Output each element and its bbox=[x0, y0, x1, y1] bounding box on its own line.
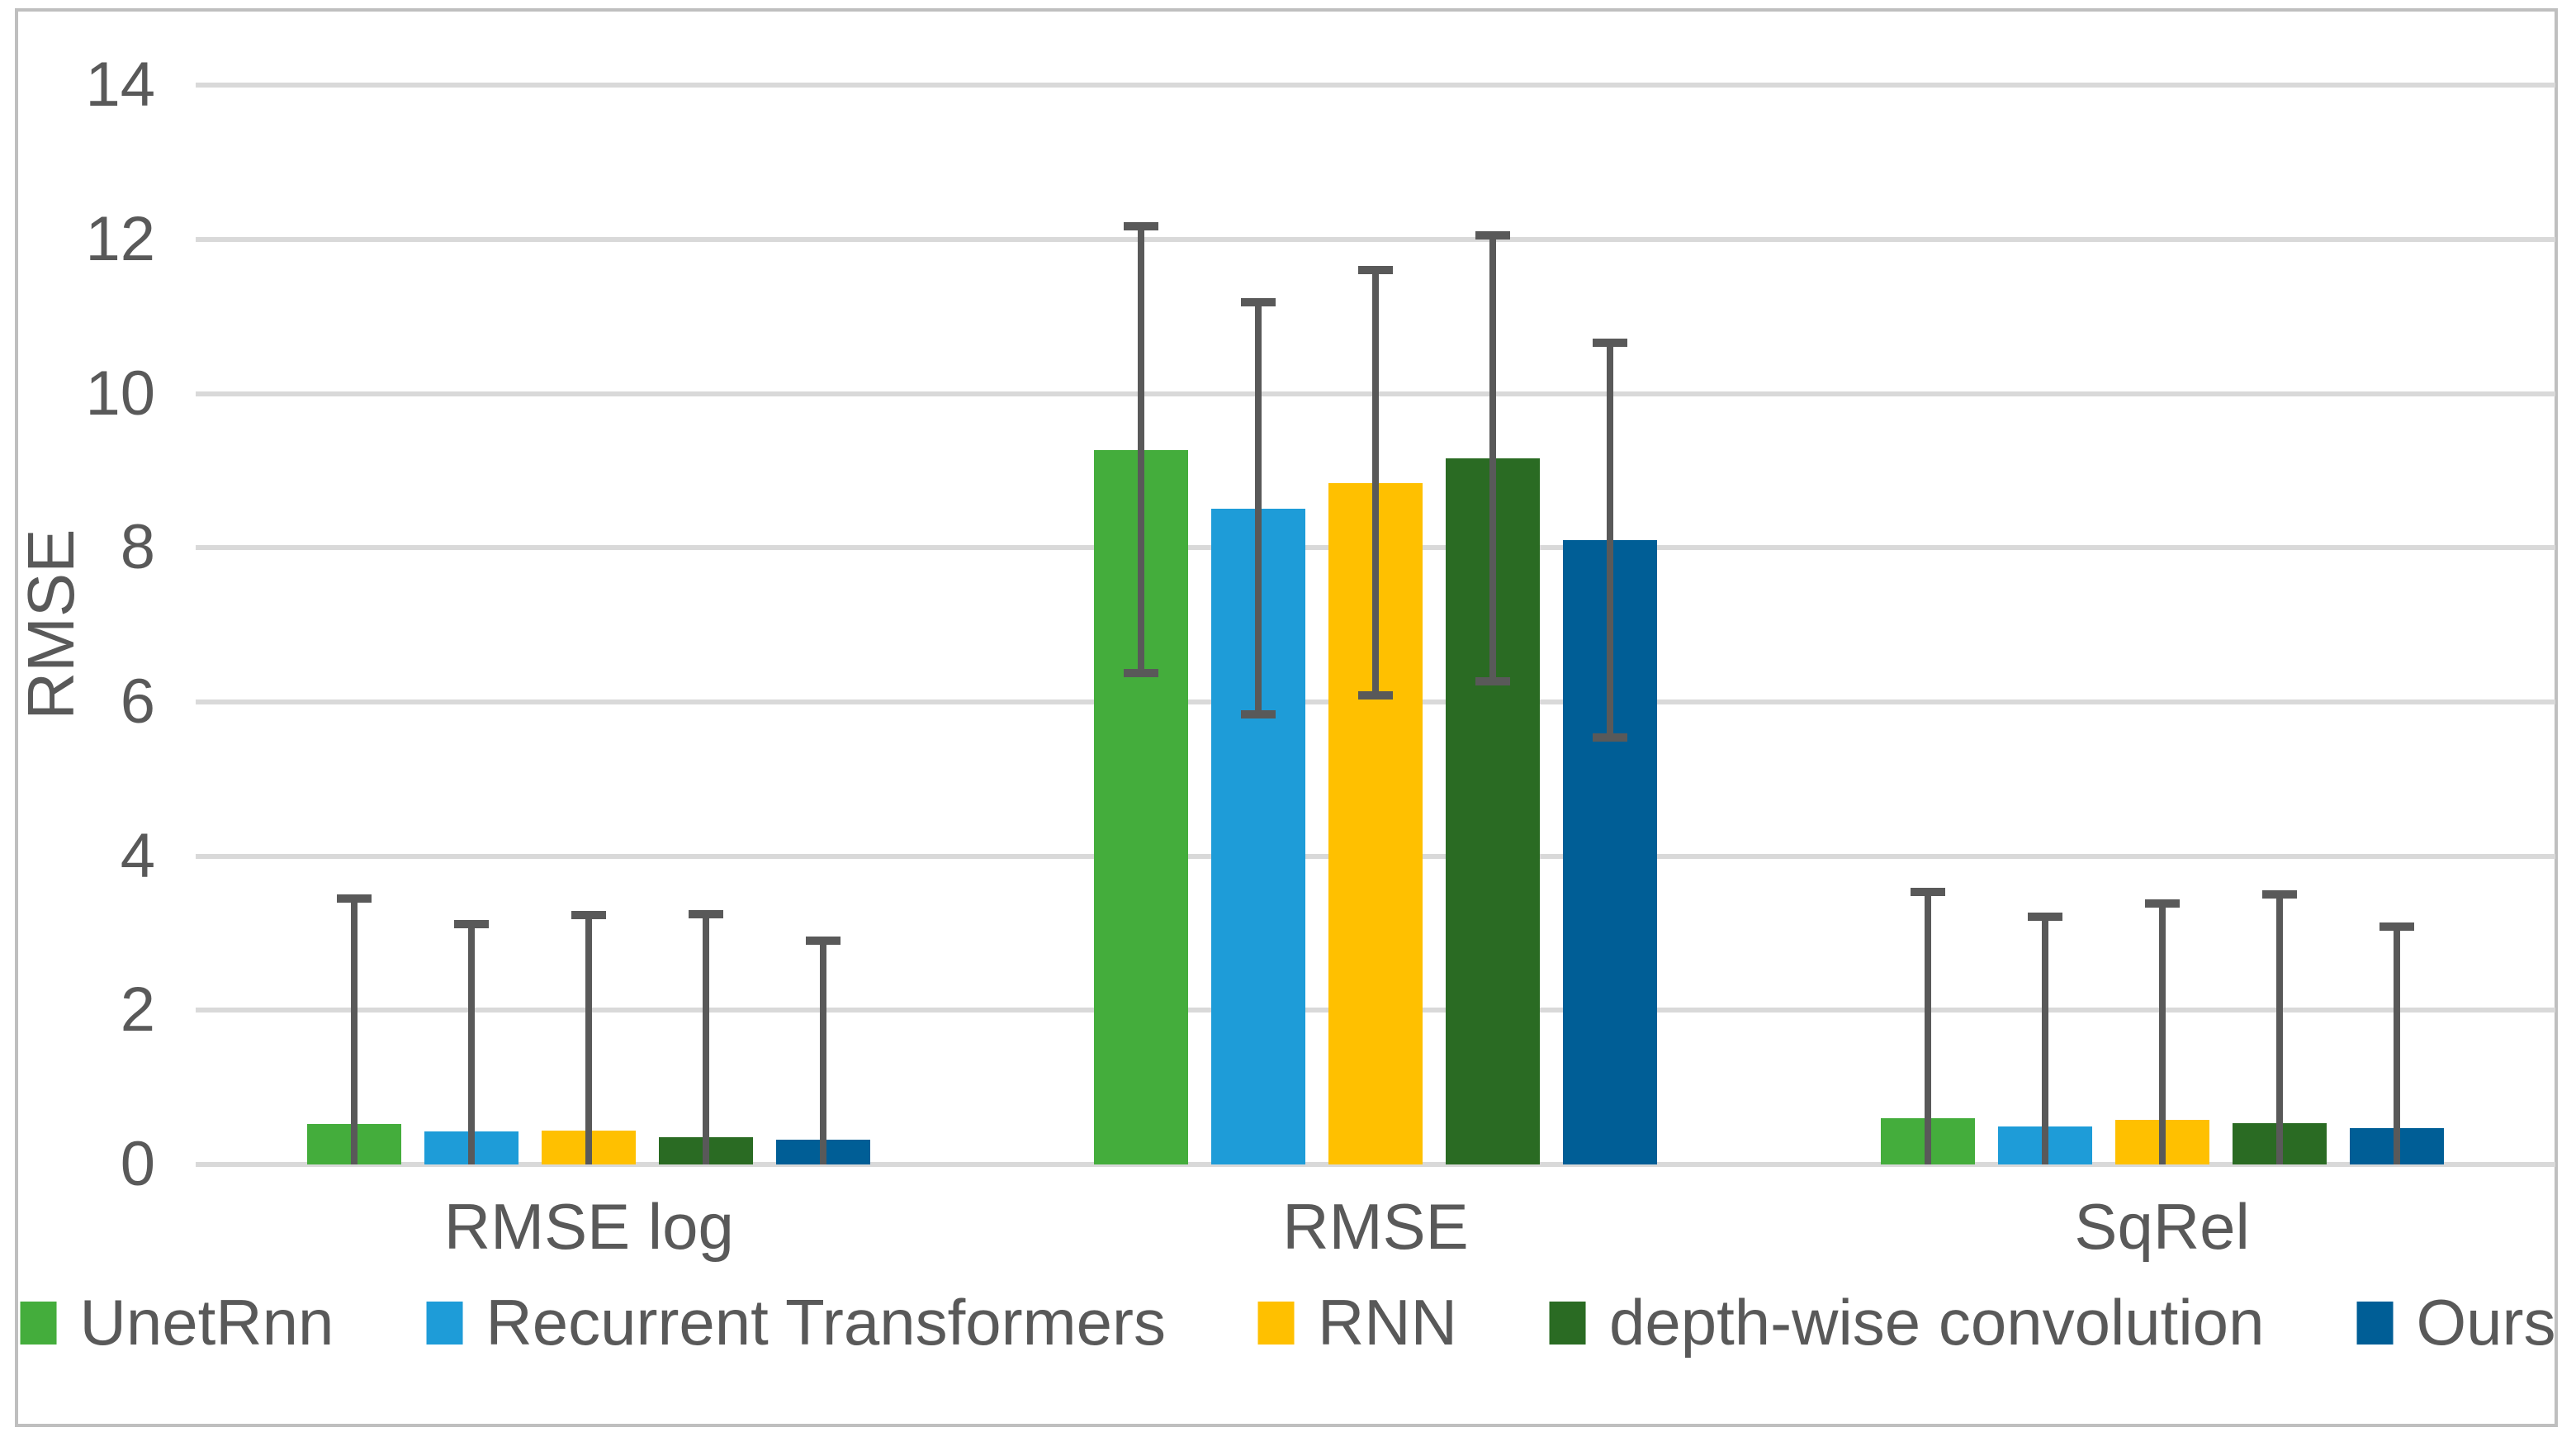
y-tick-label-2: 2 bbox=[120, 975, 155, 1046]
error-cap-top-unetrnn-rmse bbox=[1124, 221, 1158, 230]
error-cap-top-recurrent-transformers-rmse bbox=[1241, 298, 1276, 307]
error-bar-ours-sqrel bbox=[2393, 926, 2400, 1164]
y-tick-label-0: 0 bbox=[120, 1129, 155, 1199]
category-label-rmse: RMSE bbox=[1282, 1190, 1469, 1263]
legend-label-depth-wise-convolution: depth-wise convolution bbox=[1608, 1286, 2265, 1359]
error-cap-top-depth-wise-convolution-rmse bbox=[1475, 231, 1510, 240]
error-bar-recurrent-transformers-rmse bbox=[1255, 302, 1262, 714]
error-cap-bottom-recurrent-transformers-rmse bbox=[1241, 709, 1276, 718]
y-tick-label-14: 14 bbox=[85, 50, 155, 121]
category-label-sqrel: SqRel bbox=[2074, 1190, 2250, 1263]
legend-label-rnn: RNN bbox=[1317, 1286, 1457, 1359]
error-bar-ours-rmse bbox=[1607, 342, 1613, 737]
error-cap-top-depth-wise-convolution-rmse-log bbox=[689, 909, 724, 918]
error-cap-top-depth-wise-convolution-sqrel bbox=[2261, 890, 2297, 899]
error-bar-unetrnn-sqrel bbox=[1924, 892, 1931, 1164]
legend-item-ours: Ours bbox=[2356, 1285, 2555, 1360]
gridline-y-14 bbox=[196, 83, 2555, 88]
error-cap-top-ours-rmse bbox=[1593, 338, 1627, 347]
legend: UnetRnn Recurrent Transformers RNN depth-wi… bbox=[20, 1285, 2555, 1360]
y-tick-label-12: 12 bbox=[85, 203, 155, 274]
error-cap-top-recurrent-transformers-rmse-log bbox=[454, 919, 490, 928]
legend-swatch-ours bbox=[2356, 1301, 2394, 1345]
error-bar-unetrnn-rmse bbox=[1138, 225, 1144, 674]
error-cap-bottom-unetrnn-rmse bbox=[1124, 669, 1158, 678]
gridline-y-0 bbox=[196, 1162, 2555, 1167]
error-cap-top-rnn-rmse-log bbox=[571, 911, 607, 920]
legend-label-ours: Ours bbox=[2416, 1286, 2556, 1359]
legend-swatch-recurrent-transformers bbox=[426, 1301, 463, 1345]
error-bar-ours-rmse-log bbox=[820, 941, 827, 1164]
y-tick-label-4: 4 bbox=[120, 820, 155, 891]
error-bar-rnn-sqrel bbox=[2158, 903, 2166, 1164]
category-label-rmse-log: RMSE log bbox=[443, 1190, 734, 1263]
error-bar-depth-wise-convolution-sqrel bbox=[2275, 894, 2283, 1164]
legend-item-rnn: RNN bbox=[1257, 1285, 1457, 1360]
error-bar-recurrent-transformers-rmse-log bbox=[468, 923, 476, 1164]
error-cap-top-ours-rmse-log bbox=[806, 937, 841, 946]
error-bar-rnn-rmse-log bbox=[585, 915, 593, 1164]
error-bar-recurrent-transformers-sqrel bbox=[2041, 917, 2048, 1164]
gridline-y-12 bbox=[196, 236, 2555, 242]
legend-swatch-unetrnn bbox=[20, 1301, 57, 1345]
error-bar-depth-wise-convolution-rmse-log bbox=[703, 913, 710, 1164]
error-cap-bottom-depth-wise-convolution-rmse bbox=[1475, 676, 1510, 685]
legend-swatch-rnn bbox=[1257, 1301, 1295, 1345]
legend-item-depth-wise-convolution: depth-wise convolution bbox=[1549, 1285, 2265, 1360]
legend-label-recurrent-transformers: Recurrent Transformers bbox=[485, 1286, 1166, 1359]
error-bar-unetrnn-rmse-log bbox=[351, 898, 358, 1164]
error-cap-top-rnn-sqrel bbox=[2144, 899, 2180, 908]
error-cap-top-ours-sqrel bbox=[2379, 922, 2414, 931]
error-cap-top-unetrnn-sqrel bbox=[1910, 888, 1945, 897]
legend-swatch-depth-wise-convolution bbox=[1549, 1301, 1586, 1345]
error-cap-bottom-ours-rmse bbox=[1593, 733, 1627, 742]
error-bar-rnn-rmse bbox=[1372, 270, 1379, 696]
legend-item-unetrnn: UnetRnn bbox=[20, 1285, 334, 1360]
error-cap-top-unetrnn-rmse-log bbox=[337, 894, 372, 903]
error-bar-depth-wise-convolution-rmse bbox=[1489, 235, 1496, 681]
y-tick-label-8: 8 bbox=[120, 512, 155, 583]
legend-label-unetrnn: UnetRnn bbox=[79, 1286, 334, 1359]
legend-item-recurrent-transformers: Recurrent Transformers bbox=[426, 1285, 1166, 1360]
y-tick-label-6: 6 bbox=[120, 666, 155, 737]
error-cap-top-rnn-rmse bbox=[1358, 266, 1393, 275]
y-tick-label-10: 10 bbox=[85, 358, 155, 429]
error-cap-top-recurrent-transformers-sqrel bbox=[2027, 913, 2062, 922]
error-cap-bottom-rnn-rmse bbox=[1358, 691, 1393, 700]
